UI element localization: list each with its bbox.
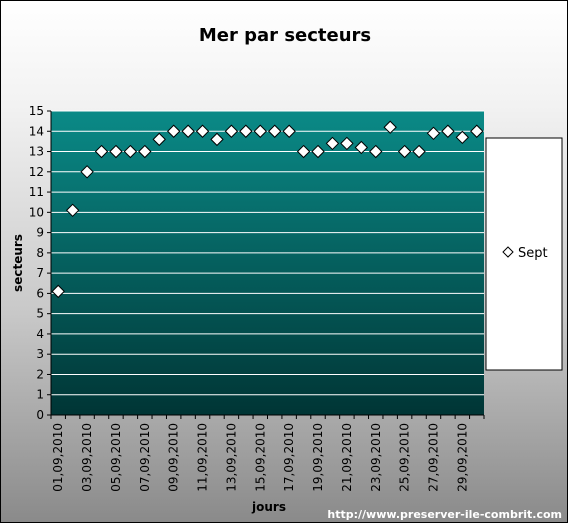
data-point-09,09,2010 [166,124,181,138]
data-point-01,09,2010 [51,284,65,299]
data-point-03,09,2010 [80,165,94,179]
legend-box [485,137,563,371]
y-tick-label-13: 13 [29,145,44,159]
data-point-29,09,2010 [455,130,470,145]
data-point-26,09,2010 [412,144,426,159]
x-tick-label-05,09,2010: 05,09,2010 [109,423,123,492]
x-tick-label-01,09,2010: 01,09,2010 [51,423,65,492]
data-point-20,09,2010 [325,136,340,151]
y-tick-label-4: 4 [36,327,44,341]
y-tick-label-2: 2 [36,367,44,381]
data-point-13,09,2010 [224,124,239,138]
x-tick-label-19,09,2010: 19,09,2010 [311,423,325,492]
data-point-30,09,2010 [470,124,484,138]
plot-area [51,111,484,415]
y-tick-label-5: 5 [36,307,44,321]
y-tick-label-6: 6 [36,286,44,300]
y-tick-label-8: 8 [36,246,44,260]
x-tick-label-21,09,2010: 21,09,2010 [340,423,354,492]
data-point-11,09,2010 [195,124,210,138]
y-tick-label-9: 9 [36,226,44,240]
x-tick-label-27,09,2010: 27,09,2010 [426,423,440,492]
data-point-16,09,2010 [268,124,282,138]
data-point-02,09,2010 [65,203,80,218]
y-tick-label-14: 14 [29,124,44,138]
data-point-07,09,2010 [138,144,152,159]
data-point-17,09,2010 [282,124,296,138]
data-point-28,09,2010 [441,124,455,138]
data-point-04,09,2010 [94,144,109,159]
y-tick-label-7: 7 [36,266,44,280]
x-tick-label-23,09,2010: 23,09,2010 [369,423,383,492]
x-axis-ticks: 01,09,2010 03,09,2010 05,09,2010 07,09,2010… [50,415,485,492]
x-tick-label-25,09,2010: 25,09,2010 [398,423,412,492]
data-point-10,09,2010 [181,124,195,138]
legend-label-sept: Sept [518,246,548,261]
legend-marker-icon [502,246,514,258]
data-point-08,09,2010 [152,132,166,147]
y-tick-label-12: 12 [29,165,44,179]
y-tick-label-10: 10 [29,205,44,219]
data-point-25,09,2010 [397,144,412,159]
data-point-21,09,2010 [340,136,354,151]
data-point-15,09,2010 [253,124,267,138]
data-point-18,09,2010 [296,144,311,159]
watermark-url: http://www.preserver-ile-combrit.com [327,508,562,521]
x-tick-label-29,09,2010: 29,09,2010 [455,423,469,492]
data-point-05,09,2010 [109,144,123,159]
data-point-22,09,2010 [354,140,369,155]
x-tick-label-15,09,2010: 15,09,2010 [253,423,267,492]
y-tick-label-1: 1 [36,388,44,402]
data-markers [51,120,484,299]
x-tick-label-03,09,2010: 03,09,2010 [80,423,94,492]
y-axis-title: secteurs [11,234,25,292]
data-point-06,09,2010 [123,144,138,159]
x-tick-label-09,09,2010: 09,09,2010 [167,423,181,492]
x-tick-label-11,09,2010: 11,09,2010 [196,423,210,492]
data-point-14,09,2010 [239,124,253,138]
data-point-27,09,2010 [426,126,441,141]
data-point-24,09,2010 [383,120,397,134]
chart-title: Mer par secteurs [199,25,371,46]
data-point-23,09,2010 [369,144,383,159]
y-tick-label-11: 11 [29,185,44,199]
data-point-19,09,2010 [311,144,325,159]
y-tick-label-3: 3 [36,347,44,361]
x-tick-label-13,09,2010: 13,09,2010 [224,423,238,492]
data-point-12,09,2010 [210,132,224,147]
grid-lines [51,110,484,396]
x-tick-label-17,09,2010: 17,09,2010 [282,423,296,492]
legend: Sept [485,137,563,371]
y-tick-label-15: 15 [29,104,44,118]
x-axis-title: jours [251,500,286,514]
x-tick-label-07,09,2010: 07,09,2010 [138,423,152,492]
y-tick-label-0: 0 [36,408,44,422]
